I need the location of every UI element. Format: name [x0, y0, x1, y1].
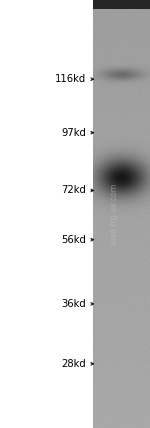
Text: 56kd: 56kd: [61, 235, 86, 245]
Text: 72kd: 72kd: [61, 185, 86, 196]
Text: 97kd: 97kd: [61, 128, 86, 138]
Text: www.ttg-ae.com: www.ttg-ae.com: [110, 183, 119, 245]
Text: 36kd: 36kd: [61, 299, 86, 309]
Text: 28kd: 28kd: [61, 359, 86, 369]
Text: 116kd: 116kd: [55, 74, 86, 84]
